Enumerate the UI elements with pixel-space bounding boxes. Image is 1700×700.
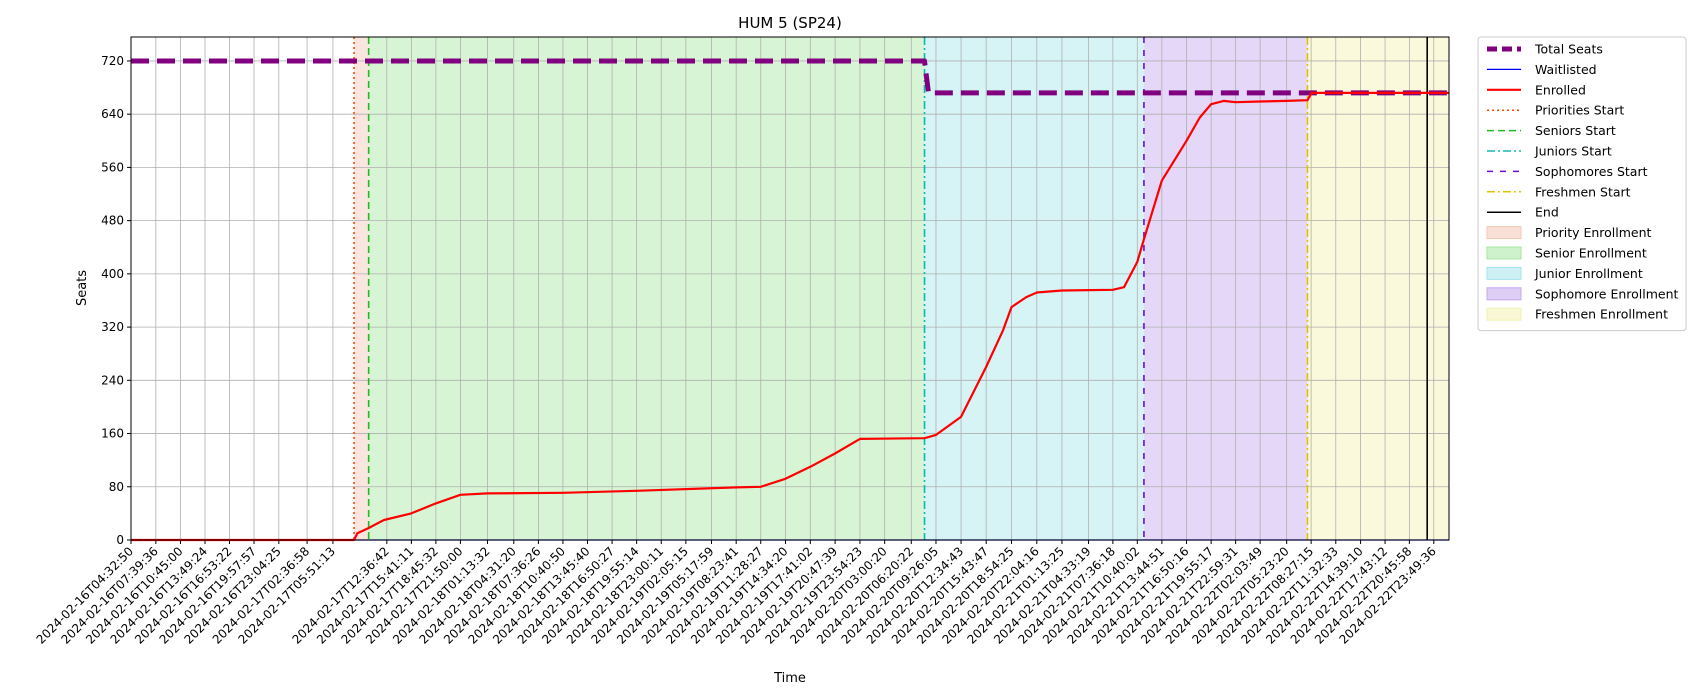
legend-label-sophomore-enrollment: Sophomore Enrollment [1535, 286, 1679, 301]
legend-label-priority-enrollment: Priority Enrollment [1535, 225, 1652, 240]
chart-title: HUM 5 (SP24) [738, 14, 842, 32]
phase-band-senior-enrollment [368, 37, 925, 540]
legend-label-seniors-start: Seniors Start [1535, 123, 1616, 138]
phase-band-freshmen-enrollment [1307, 37, 1449, 540]
legend-swatch [1486, 226, 1522, 240]
y-tick-label: 240 [101, 373, 124, 387]
legend-label-freshmen-start: Freshmen Start [1535, 184, 1631, 199]
y-axis-label: Seats [75, 270, 90, 306]
legend-label-junior-enrollment: Junior Enrollment [1534, 266, 1643, 281]
series-enrolled [131, 91, 1449, 542]
plot-frame [130, 36, 1450, 541]
y-tick-label: 640 [101, 107, 124, 121]
y-tick-label: 160 [101, 427, 124, 441]
phase-band-priority-enrollment [354, 37, 369, 540]
legend-label-freshmen-enrollment: Freshmen Enrollment [1535, 307, 1668, 322]
legend-swatch [1486, 307, 1522, 321]
legend-label-senior-enrollment: Senior Enrollment [1535, 246, 1647, 261]
legend-swatch [1486, 287, 1522, 301]
phase-shading [354, 37, 1449, 540]
legend-box [1477, 36, 1687, 332]
y-tick-label: 480 [101, 214, 124, 228]
y-tick-label: 80 [109, 480, 124, 494]
legend: Total Seats Waitlisted Enrolled Priorities … [1477, 36, 1687, 332]
legend-label-waitlisted: Waitlisted [1535, 62, 1597, 77]
y-tick-label: 400 [101, 267, 124, 281]
y-axis-ticks: 0 80 160 240 320 400 480 560 640 720 [101, 54, 131, 547]
series-total-seats [131, 58, 1449, 96]
phase-band-junior-enrollment [924, 37, 1144, 540]
legend-label-priorities-start: Priorities Start [1535, 103, 1624, 118]
y-tick-label: 0 [116, 533, 124, 547]
y-tick-label: 560 [101, 160, 124, 174]
phase-band-sophomore-enrollment [1143, 37, 1308, 540]
y-tick-label: 720 [101, 54, 124, 68]
x-axis-label: Time [773, 671, 806, 686]
legend-label-juniors-start: Juniors Start [1534, 144, 1612, 159]
legend-label-end: End [1535, 205, 1559, 220]
x-axis-ticks: 2024-02-16T04:32:502024-02-16T07:39:3620… [34, 540, 1439, 647]
legend-label-sophomores-start: Sophomores Start [1535, 164, 1648, 179]
legend-label-total-seats: Total Seats [1534, 42, 1603, 57]
legend-label-enrolled: Enrolled [1535, 82, 1586, 97]
legend-swatch [1486, 246, 1522, 260]
phase-markers [353, 37, 1428, 540]
legend-swatch [1486, 266, 1522, 280]
y-tick-label: 320 [101, 320, 124, 334]
